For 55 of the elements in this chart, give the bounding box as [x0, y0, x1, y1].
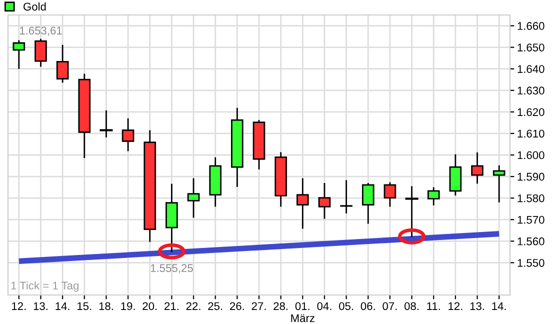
candlestick: [122, 118, 134, 152]
x-tick-label: 26.: [230, 302, 244, 310]
y-tick-label: 1.640: [518, 65, 544, 73]
candlestick: [405, 186, 418, 238]
candlestick: [187, 178, 200, 218]
x-tick-label: 13.: [470, 302, 484, 310]
x-tick-label: 06.: [360, 302, 375, 310]
y-tick-label: 1.590: [518, 172, 544, 181]
y-tick-label: 1.570: [518, 216, 544, 224]
x-tick-label: 12.: [12, 302, 26, 310]
y-tick-label: 1.660: [518, 22, 544, 30]
x-tick-label: 05.: [339, 302, 354, 310]
x-tick-label: 01. März: [291, 302, 314, 322]
candlestick: [362, 182, 374, 224]
x-tick-label: 27.: [252, 302, 266, 310]
candlestick: [34, 38, 47, 67]
y-tick-label: 1.600: [518, 151, 544, 160]
annotation: 1 Tick = 1 Tag: [11, 281, 78, 292]
x-tick-label: 12.: [448, 302, 462, 310]
candlestick: [100, 110, 113, 138]
x-tick-label: 21.: [164, 302, 178, 310]
y-tick-label: 1.580: [518, 194, 544, 202]
x-tick-label: 20.: [142, 302, 157, 310]
legend-label: Gold: [24, 2, 46, 11]
x-tick-label: 04.: [317, 302, 332, 310]
x-tick-label: 11.: [427, 302, 440, 310]
candlestick: [296, 178, 309, 229]
candlestick: [471, 152, 484, 184]
y-tick-label: 1.630: [518, 86, 544, 95]
candlestick: [449, 154, 462, 196]
x-tick-label: 13.: [34, 302, 48, 310]
y-tick-label: 1.650: [518, 44, 544, 52]
x-tick-label: 15.: [78, 302, 92, 310]
y-tick-label: 1.620: [518, 108, 544, 116]
x-tick-label: 18.: [99, 302, 113, 310]
y-tick-label: 1.550: [518, 258, 544, 267]
annotation: 1.555,25: [150, 264, 193, 274]
y-tick-label: 1.610: [518, 130, 544, 138]
candlestick: [56, 44, 69, 83]
x-tick-label: 22.: [186, 302, 200, 310]
x-tick-label: 25.: [208, 302, 222, 310]
x-tick-label: 28.: [274, 302, 288, 310]
candlestick: [340, 180, 352, 214]
x-tick-label: 07.: [382, 302, 397, 310]
x-tick-label: 14.: [492, 302, 506, 310]
x-tick-label: 19.: [121, 302, 135, 310]
annotation: 1.653,61: [20, 26, 62, 36]
candlestick: [427, 187, 440, 206]
candlestick: [12, 40, 26, 69]
y-tick-label: 1.560: [518, 237, 544, 246]
candlestick: [492, 165, 506, 202]
x-tick-label: 14.: [56, 302, 70, 310]
candlestick: [318, 182, 331, 219]
candlestick: [384, 182, 396, 207]
x-tick-label: 08.: [404, 302, 418, 310]
